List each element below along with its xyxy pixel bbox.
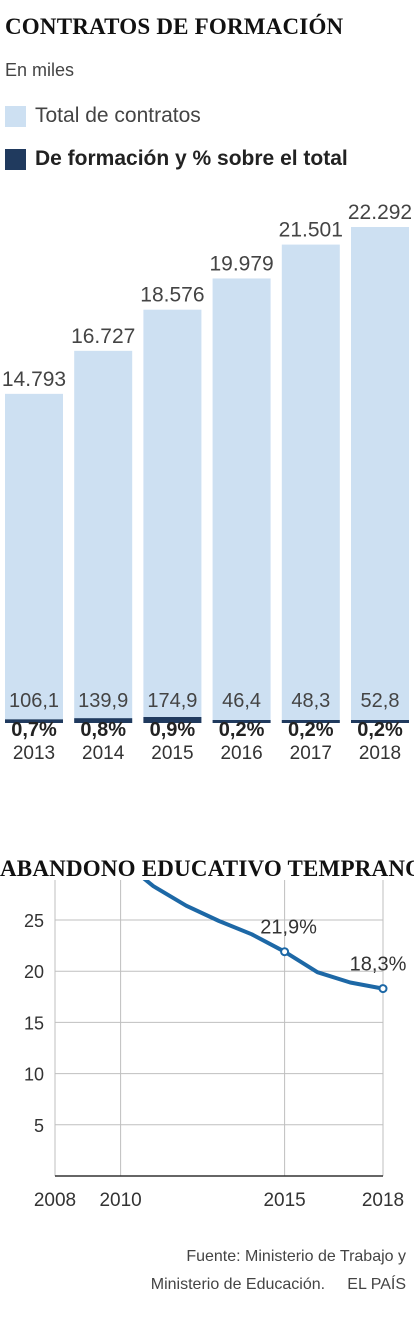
label-percent-2014: 0,8% (80, 719, 126, 741)
y-tick-label-10: 10 (24, 1065, 44, 1085)
bar-total-2015 (143, 309, 202, 723)
bar-chart: 14.793 106,1 0,7%2013 16.727 139,9 0,8%2014 18… (2, 201, 412, 764)
label-formation-2015: 174,9 (147, 690, 197, 712)
legend-label-formation: De formación y % sobre el total (35, 147, 348, 170)
x-tick-label-2018: 2018 (362, 1190, 404, 1211)
bar-formation-2017 (281, 720, 340, 723)
bar-formation-2016 (212, 720, 271, 723)
label-percent-2016: 0,2% (219, 719, 265, 741)
label-total-2013: 14.793 (2, 368, 66, 391)
x-tick-label-2018: 2018 (359, 743, 401, 764)
line-chart: 51015202530200820102015201831,7%30,9%21,… (24, 880, 407, 1211)
x-tick-label-2010: 2010 (99, 1190, 141, 1211)
x-tick-label-2017: 2017 (290, 743, 332, 764)
legend-item-formation: De formación y % sobre el total (5, 147, 348, 171)
label-percent-2013: 0,7% (11, 719, 57, 741)
data-label-2015: 21,9% (260, 917, 317, 939)
bar-chart-title: CONTRATOS DE FORMACIÓN (5, 14, 344, 39)
label-total-2017: 21.501 (279, 219, 343, 242)
legend-swatch-total (5, 105, 26, 127)
legend-item-total: Total de contratos (5, 104, 201, 128)
x-tick-label-2016: 2016 (220, 743, 262, 764)
label-total-2015: 18.576 (140, 284, 204, 307)
bar-total-2013 (5, 393, 63, 723)
bar-total-2017 (281, 244, 340, 723)
line-chart-title: ABANDONO EDUCATIVO TEMPRANO (0, 856, 414, 881)
series-line (142, 880, 385, 991)
data-point-2018 (378, 984, 388, 994)
x-tick-label-2015: 2015 (263, 1190, 305, 1211)
label-formation-2013: 106,1 (9, 690, 59, 712)
bar-formation-2013 (5, 719, 63, 723)
bar-total-2016 (212, 278, 271, 723)
bar-formation-2018 (351, 720, 409, 723)
label-formation-2014: 139,9 (78, 690, 128, 712)
data-point-2015 (280, 947, 290, 957)
x-tick-label-2013: 2013 (13, 743, 55, 764)
bar-chart-subtitle: En miles (5, 60, 75, 80)
y-tick-label-15: 15 (24, 1013, 44, 1033)
y-tick-label-20: 20 (24, 962, 44, 982)
label-total-2018: 22.292 (348, 201, 412, 224)
bar-formation-2015 (143, 717, 202, 723)
label-total-2014: 16.727 (71, 325, 135, 348)
y-tick-label-5: 5 (34, 1116, 44, 1136)
label-formation-2016: 46,4 (222, 690, 261, 712)
bar-total-2014 (74, 350, 133, 723)
x-tick-label-2014: 2014 (82, 743, 125, 764)
bar-formation-2014 (74, 718, 133, 723)
legend-swatch-formation (5, 148, 26, 170)
data-label-2018: 18,3% (350, 954, 407, 976)
x-tick-label-2008: 2008 (34, 1190, 76, 1211)
label-percent-2018: 0,2% (357, 719, 403, 741)
label-formation-2018: 52,8 (361, 690, 400, 712)
source-note: Fuente: Ministerio de Trabajo y Minister… (150, 1248, 406, 1293)
label-percent-2015: 0,9% (150, 719, 196, 741)
y-tick-label-25: 25 (24, 911, 44, 931)
bar-total-2018 (351, 227, 409, 723)
label-formation-2017: 48,3 (291, 690, 330, 712)
label-total-2016: 19.979 (209, 252, 273, 275)
label-percent-2017: 0,2% (288, 719, 334, 741)
x-tick-label-2015: 2015 (151, 743, 193, 764)
legend-label-total: Total de contratos (35, 104, 201, 127)
